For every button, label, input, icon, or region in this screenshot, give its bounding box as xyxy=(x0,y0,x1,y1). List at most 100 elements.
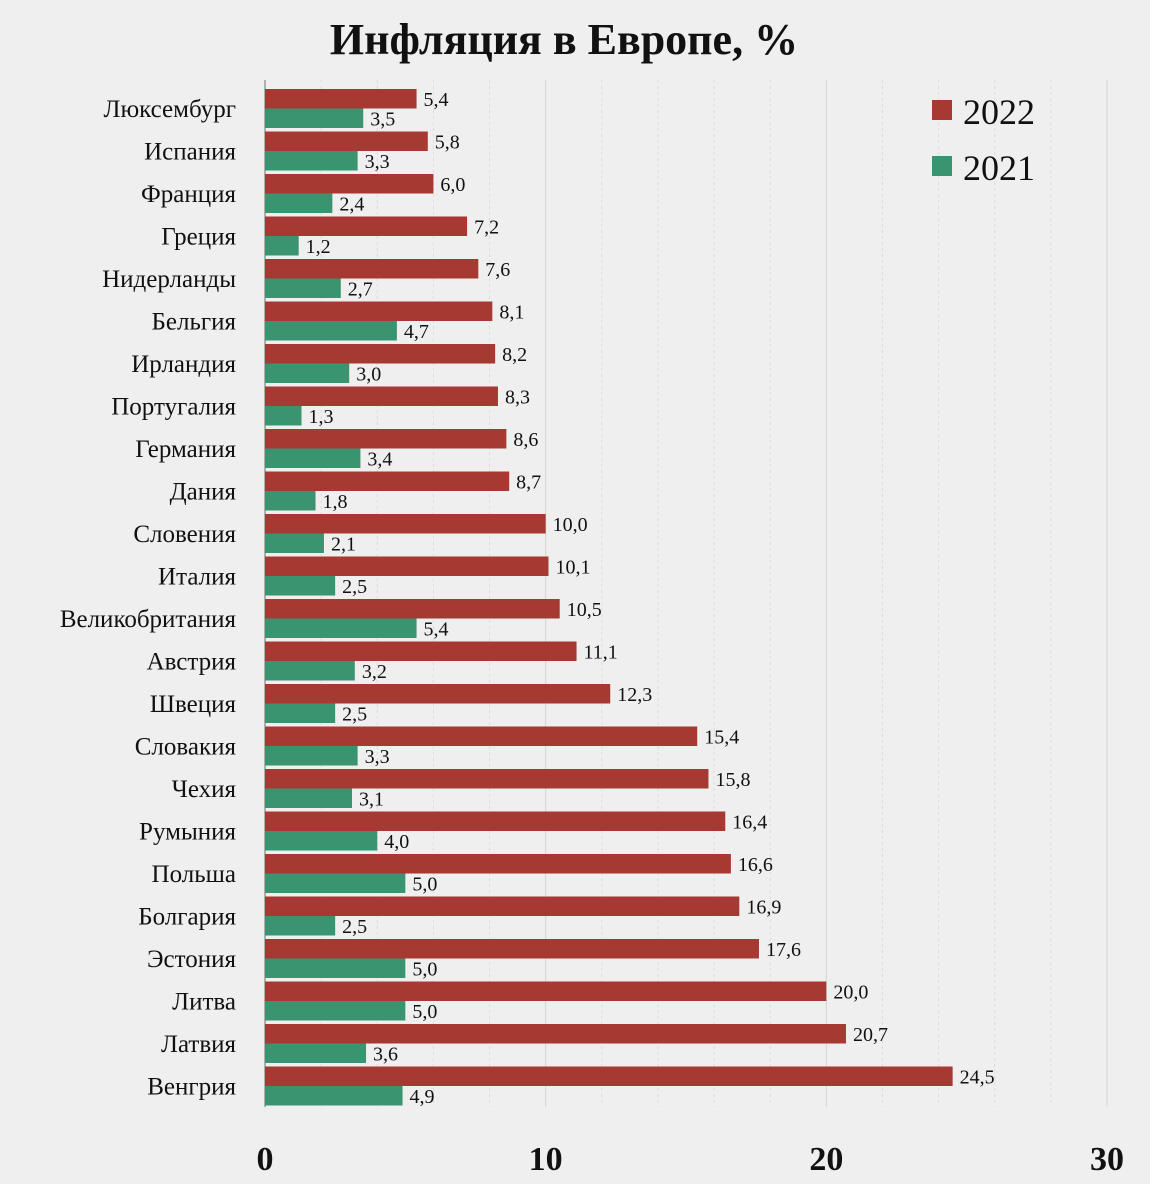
bar-2021 xyxy=(265,746,358,766)
category-label: Бельгия xyxy=(152,309,237,336)
value-label-2022: 24,5 xyxy=(960,1066,995,1088)
category-label: Румыния xyxy=(139,819,236,846)
bar-2021 xyxy=(265,916,336,936)
bar-2022 xyxy=(265,726,698,746)
bars: 5,4 3,5 5,8 3,3 6,0 2,4 7,2 1,2 7,6 2,7 8,1 4,7 8,2 3… xyxy=(265,89,995,1108)
value-label-2022: 5,4 xyxy=(424,89,449,111)
bar-2021 xyxy=(265,661,355,681)
value-label-2022: 16,9 xyxy=(746,896,781,918)
category-label: Испания xyxy=(144,139,236,166)
category-label: Швеция xyxy=(150,691,237,718)
bar-2022 xyxy=(265,131,428,151)
category-label: Франция xyxy=(141,181,236,208)
x-tick-label: 0 xyxy=(257,1141,274,1178)
value-label-2021: 2,7 xyxy=(348,278,373,300)
legend: 2022 2021 xyxy=(932,92,1035,188)
value-label-2021: 5,4 xyxy=(424,618,449,640)
category-label: Греция xyxy=(161,224,236,251)
category-label: Эстония xyxy=(147,946,236,973)
bar-2022 xyxy=(265,684,611,704)
bar-2021 xyxy=(265,576,336,596)
x-axis-ticks: 0 10 20 30 xyxy=(257,1141,1125,1178)
bar-2021 xyxy=(265,363,350,383)
category-label: Венгрия xyxy=(147,1074,236,1101)
value-label-2022: 7,2 xyxy=(474,216,499,238)
value-label-2022: 6,0 xyxy=(440,174,465,196)
value-label-2021: 5,0 xyxy=(412,958,437,980)
bar-2022 xyxy=(265,259,479,279)
bar-2021 xyxy=(265,108,364,128)
category-label: Литва xyxy=(172,989,236,1016)
bar-2022 xyxy=(265,939,759,959)
bar-2022 xyxy=(265,514,546,534)
value-label-2022: 15,8 xyxy=(715,769,750,791)
bar-2022 xyxy=(265,89,417,109)
bar-2022 xyxy=(265,1066,953,1086)
value-label-2021: 3,6 xyxy=(373,1043,398,1065)
value-label-2022: 8,2 xyxy=(502,344,527,366)
bar-2021 xyxy=(265,193,333,213)
bar-2021 xyxy=(265,958,406,978)
value-label-2022: 8,1 xyxy=(499,301,524,323)
bar-2022 xyxy=(265,301,493,321)
value-label-2021: 2,5 xyxy=(342,576,367,598)
value-label-2022: 20,0 xyxy=(833,981,868,1003)
category-label: Дания xyxy=(170,479,237,506)
legend-swatch-2021 xyxy=(932,156,952,176)
bar-2022 xyxy=(265,216,468,236)
value-label-2021: 4,7 xyxy=(404,321,429,343)
bar-2022 xyxy=(265,556,549,576)
value-label-2022: 20,7 xyxy=(853,1024,888,1046)
value-label-2022: 12,3 xyxy=(617,684,652,706)
bar-2021 xyxy=(265,1043,367,1063)
value-label-2021: 3,0 xyxy=(356,363,381,385)
category-label: Словения xyxy=(133,521,236,548)
bar-2021 xyxy=(265,788,353,808)
value-label-2021: 3,3 xyxy=(365,746,390,768)
bar-2021 xyxy=(265,1086,403,1106)
bar-2021 xyxy=(265,321,397,341)
category-label: Словакия xyxy=(135,734,237,761)
legend-swatch-2022 xyxy=(932,100,952,120)
value-label-2022: 10,0 xyxy=(553,514,588,536)
bar-2022 xyxy=(265,386,498,406)
bar-2022 xyxy=(265,344,496,364)
value-label-2021: 5,0 xyxy=(412,1001,437,1023)
category-label: Германия xyxy=(135,436,236,463)
bar-2021 xyxy=(265,406,302,426)
value-label-2022: 11,1 xyxy=(584,641,618,663)
value-label-2022: 8,3 xyxy=(505,386,530,408)
category-label: Австрия xyxy=(147,649,237,676)
chart-title: Инфляция в Европе, % xyxy=(330,15,798,64)
value-label-2021: 1,3 xyxy=(308,406,333,428)
bar-2021 xyxy=(265,151,358,171)
bar-2022 xyxy=(265,174,434,194)
value-label-2021: 3,3 xyxy=(365,151,390,173)
bar-2022 xyxy=(265,854,731,874)
x-tick-label: 10 xyxy=(529,1141,563,1178)
legend-label-2021: 2021 xyxy=(963,148,1035,188)
value-label-2021: 2,1 xyxy=(331,533,356,555)
value-label-2021: 3,1 xyxy=(359,788,384,810)
category-label: Португалия xyxy=(111,394,236,421)
bar-2021 xyxy=(265,1001,406,1021)
bar-2021 xyxy=(265,703,336,723)
bar-2022 xyxy=(265,896,740,916)
bar-2022 xyxy=(265,769,709,789)
value-label-2021: 1,2 xyxy=(306,236,331,258)
value-label-2022: 10,5 xyxy=(567,599,602,621)
category-labels: Люксембург Испания Франция Греция Нидерланды… xyxy=(60,96,237,1101)
category-label: Италия xyxy=(158,564,236,591)
value-label-2022: 7,6 xyxy=(485,259,510,281)
category-label: Болгария xyxy=(138,904,236,931)
x-tick-label: 30 xyxy=(1090,1141,1124,1178)
value-label-2022: 16,4 xyxy=(732,811,767,833)
value-label-2022: 15,4 xyxy=(704,726,739,748)
value-label-2022: 10,1 xyxy=(555,556,590,578)
bar-2021 xyxy=(265,873,406,893)
value-label-2021: 3,4 xyxy=(367,448,392,470)
bar-2021 xyxy=(265,448,361,468)
bar-2021 xyxy=(265,618,417,638)
